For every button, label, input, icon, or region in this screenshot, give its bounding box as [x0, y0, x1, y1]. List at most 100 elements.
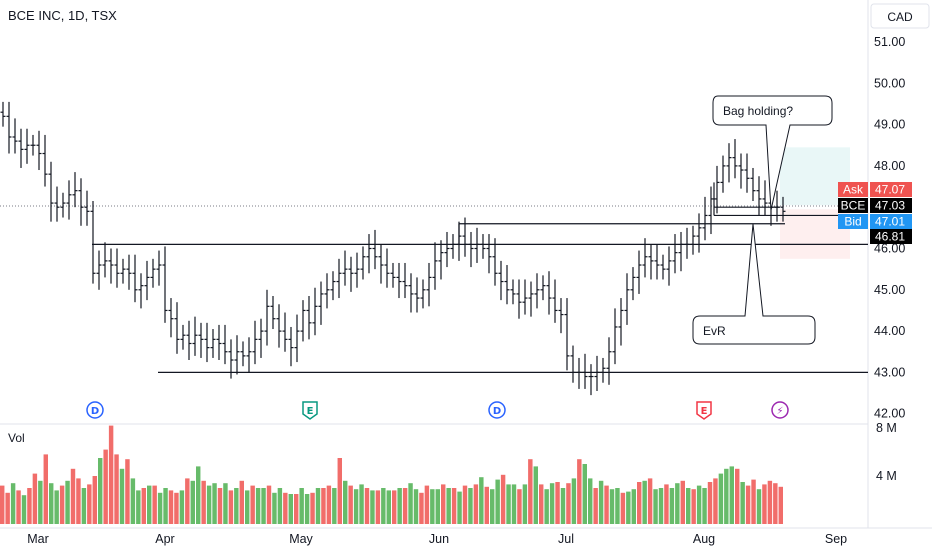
ohlc-bar: [372, 229, 378, 270]
volume-bar: [637, 482, 642, 524]
ohlc-bar: [648, 244, 654, 280]
ohlc-bar: [678, 231, 684, 272]
volume-bar: [544, 489, 549, 524]
volume-bar: [598, 480, 604, 524]
ohlc-bar: [360, 246, 366, 280]
ohlc-bar: [666, 246, 672, 286]
volume-bar: [0, 485, 5, 524]
volume-bar: [54, 490, 59, 524]
volume-bar: [762, 484, 767, 524]
ohlc-bar: [618, 298, 624, 346]
ohlc-bar: [312, 287, 318, 336]
ohlc-bar: [390, 262, 396, 288]
ohlc-bar: [690, 225, 696, 255]
volume-bar: [201, 480, 206, 524]
ohlc-bar: [138, 273, 144, 309]
ohlc-bar: [150, 258, 156, 288]
volume-bar: [21, 495, 27, 524]
event-markers: D E D E ⚡: [86, 401, 789, 420]
ohlc-bar: [558, 298, 564, 334]
currency-button[interactable]: [870, 3, 930, 29]
ohlc-bar: [6, 101, 12, 154]
volume-bar: [696, 485, 702, 524]
volume-bar: [555, 482, 560, 524]
price-tag-label: Ask: [843, 183, 864, 197]
ohlc-bar: [516, 279, 522, 319]
volume-bar: [664, 484, 669, 524]
volume-bar: [277, 488, 283, 524]
volume-bar: [707, 482, 713, 524]
volume-bar: [462, 485, 468, 524]
ohlc-bar: [108, 248, 114, 284]
ohlc-bar: [396, 262, 402, 299]
ohlc-bar: [612, 308, 618, 365]
ohlc-bar: [156, 250, 162, 286]
ohlc-bar: [480, 234, 486, 259]
volume-bar: [381, 488, 386, 524]
volume-bar: [245, 490, 250, 524]
ohlc-bar: [780, 196, 786, 222]
volume-bar: [451, 488, 457, 524]
ohlc-bar: [18, 128, 24, 168]
volume-bar: [92, 476, 97, 524]
volume-bar: [609, 489, 615, 524]
volume-bar: [402, 488, 408, 524]
dividend-icon: [488, 401, 506, 419]
volume-bar: [108, 425, 114, 524]
callout-bubble: [692, 223, 816, 345]
volume-bar: [686, 488, 691, 524]
volume-bar: [539, 484, 544, 524]
ohlc-bar: [174, 302, 180, 354]
ohlc-bar: [198, 322, 204, 358]
ohlc-bar: [408, 273, 414, 313]
ohlc-bar: [744, 153, 750, 193]
volume-bar: [147, 485, 152, 524]
ohlc-bar: [144, 260, 150, 301]
event-marker-event: ⚡: [771, 401, 789, 419]
ohlc-bar: [462, 217, 468, 257]
price-tag-label-bg: [838, 198, 868, 213]
ohlc-bar: [60, 192, 66, 218]
annotation-callout: EvR: [692, 223, 816, 345]
time-tick-label: Apr: [155, 532, 174, 546]
ohlc-bar: [552, 279, 558, 323]
volume-bar: [130, 478, 136, 524]
ohlc-bar: [624, 273, 630, 325]
ohlc-bar: [66, 180, 72, 220]
ohlc-bar: [486, 234, 492, 274]
price-tag-value: 47.01: [875, 215, 905, 229]
price-tag-label: Bid: [844, 215, 861, 229]
volume-bar: [239, 480, 244, 524]
volume-bar: [59, 485, 65, 524]
volume-bar: [751, 479, 756, 524]
volume-bar: [718, 473, 724, 524]
ohlc-bar: [126, 254, 132, 290]
ohlc-bar: [210, 329, 216, 358]
event-marker-label: D: [493, 406, 501, 417]
volume-bar: [446, 488, 451, 524]
ohlc-bar: [222, 324, 228, 365]
annotation-callout: Bag holding?: [712, 95, 833, 211]
volume-bar: [778, 486, 783, 524]
ohlc-bar: [294, 314, 300, 363]
volume-bar: [653, 489, 658, 524]
volume-bar: [321, 488, 326, 524]
volume-tick-label: 4 M: [876, 469, 897, 483]
volume-bar: [190, 480, 195, 524]
time-tick-label: Aug: [693, 532, 715, 546]
time-tick-label: Mar: [27, 532, 49, 546]
volume-bar: [255, 488, 261, 524]
volume-bar: [604, 485, 609, 524]
ohlc-bar: [42, 134, 48, 187]
ohlc-bar: [234, 335, 240, 375]
volume-bar: [506, 484, 511, 524]
ohlc-bar: [492, 238, 498, 286]
ohlc-bar: [414, 277, 420, 313]
volume-bar: [212, 483, 217, 524]
volume-bar: [98, 458, 103, 524]
price-tag-value-bg: [870, 214, 912, 229]
annotation-text: EvR: [703, 324, 726, 338]
ohlc-bar: [288, 326, 294, 367]
volume-bar: [228, 490, 234, 524]
